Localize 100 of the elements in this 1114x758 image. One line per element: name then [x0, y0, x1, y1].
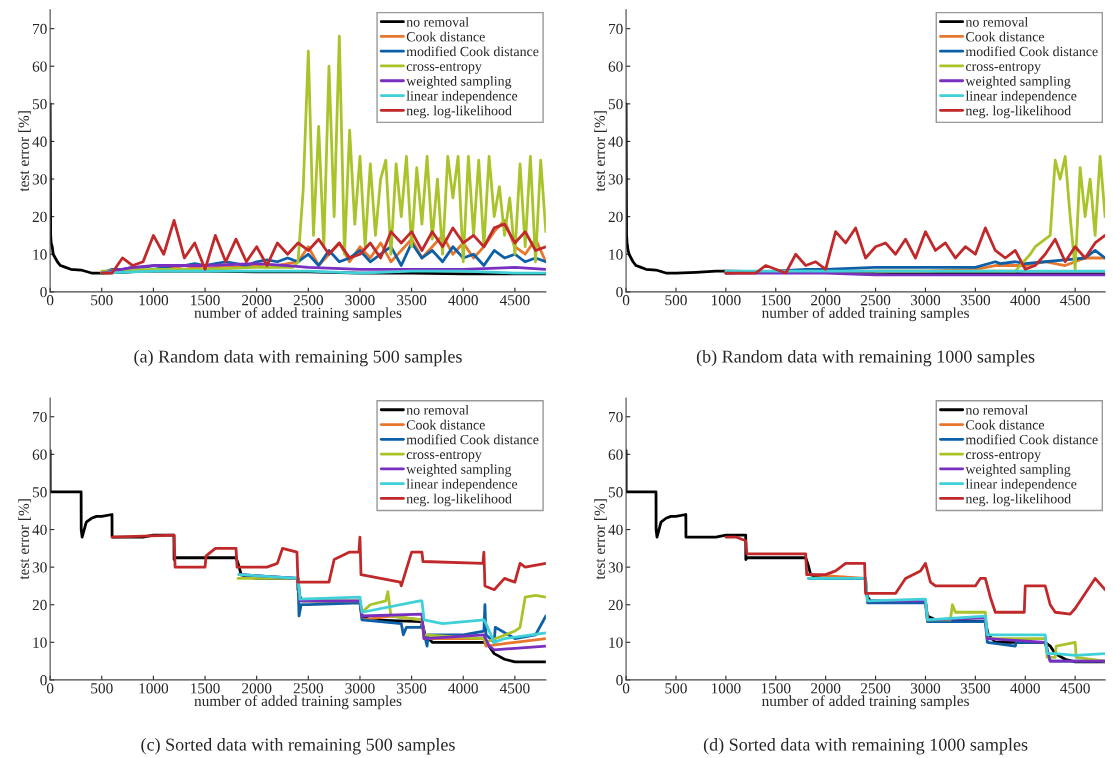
legend-label: neg. log-likelihood [965, 105, 1071, 119]
x-tick-label: 3000 [910, 295, 941, 306]
x-tick-label: 1500 [191, 683, 220, 694]
y-tick-label: 50 [608, 98, 623, 110]
text: (a) Random data with remaining 500 samples [134, 349, 462, 367]
legend-label: neg. log-likelihood [406, 105, 512, 119]
legend-label: weighted sampling [965, 75, 1071, 89]
y-tick-label: 30 [608, 174, 623, 185]
x-tick-label: 500 [91, 683, 113, 694]
y-tick-label: 70 [609, 411, 623, 423]
y-tick-label: 10 [609, 249, 623, 260]
y-axis-title: test error [%] [18, 499, 31, 580]
legend-label: modified Cook distance [406, 434, 539, 445]
y-tick-label: 10 [609, 637, 623, 648]
x-tick-label: 500 [665, 295, 687, 306]
y-tick-label: 60 [32, 449, 47, 460]
y-axis-title: test error [%] [594, 499, 607, 580]
x-tick-label: 2000 [811, 683, 841, 694]
y-tick-label: 60 [608, 61, 623, 72]
y-tick-label: 40 [608, 136, 623, 147]
legend-label: linear independence [406, 90, 518, 104]
x-tick-label: 4000 [1010, 295, 1040, 306]
x-tick-label: 1000 [711, 683, 741, 694]
y-tick-label: 50 [32, 98, 47, 110]
y-tick-label: 20 [608, 211, 623, 223]
legend-label: linear independence [965, 90, 1077, 104]
text: (d) Sorted data with remaining 1000 samples [703, 738, 1028, 755]
y-tick-label: 20 [608, 599, 623, 611]
y-tick-label: 0 [40, 675, 47, 686]
y-tick-label: 50 [32, 487, 47, 498]
x-tick-label: 3500 [960, 683, 991, 694]
legend-label: no removal [406, 404, 469, 415]
legend-label: no removal [965, 404, 1029, 415]
legend-label: weighted sampling [406, 464, 512, 477]
legend-label: weighted sampling [965, 464, 1071, 477]
y-tick-label: 30 [608, 562, 623, 573]
x-tick-label: 4000 [1010, 683, 1040, 694]
x-tick-label: 1500 [761, 683, 791, 694]
legend-label: neg. log-likelihood [965, 493, 1071, 507]
x-tick-label: 1000 [139, 683, 169, 694]
x-axis-title: number of added training samples [194, 307, 402, 322]
y-tick-label: 0 [616, 286, 623, 298]
x-tick-label: 1000 [711, 295, 741, 306]
x-tick-label: 500 [665, 683, 687, 694]
x-tick-label: 1000 [139, 295, 169, 306]
y-tick-label: 30 [32, 562, 47, 573]
x-tick-label: 2500 [293, 683, 324, 694]
x-tick-label: 4000 [448, 683, 478, 694]
x-tick-label: 4500 [1060, 295, 1090, 306]
legend-label: no removal [965, 16, 1029, 27]
y-tick-label: 20 [32, 211, 47, 223]
y-axis-title: test error [%] [594, 111, 607, 192]
legend-label: linear independence [965, 478, 1077, 492]
y-tick-label: 10 [33, 249, 47, 260]
x-tick-label: 2000 [242, 683, 272, 694]
legend-label: cross-entropy [406, 451, 482, 462]
legend-label: modified Cook distance [965, 434, 1098, 445]
x-tick-label: 3500 [397, 683, 427, 694]
x-tick-label: 2500 [860, 295, 891, 306]
x-tick-label: 1500 [761, 295, 791, 306]
x-tick-label: 3500 [960, 295, 991, 306]
legend-label: cross-entropy [965, 451, 1041, 462]
x-tick-label: 3000 [345, 295, 375, 306]
y-tick-label: 20 [32, 599, 47, 611]
y-tick-label: 70 [33, 23, 47, 35]
y-tick-label: 60 [32, 61, 47, 72]
y-tick-label: 50 [608, 487, 623, 498]
text: (c) Sorted data with remaining 500 samples [141, 738, 455, 755]
x-tick-label: 2500 [860, 683, 891, 694]
x-tick-label: 1500 [191, 295, 220, 306]
legend-label: Cook distance [966, 31, 1045, 42]
legend-label: Cook distance [406, 31, 485, 42]
y-tick-label: 0 [616, 675, 623, 686]
x-tick-label: 3000 [345, 683, 375, 694]
x-tick-label: 3000 [910, 683, 941, 694]
x-tick-label: 2000 [242, 295, 272, 306]
y-tick-label: 30 [32, 174, 47, 185]
y-tick-label: 10 [33, 637, 47, 648]
legend-label: weighted sampling [406, 75, 512, 89]
legend-label: cross-entropy [965, 62, 1041, 74]
x-axis-title: number of added training samples [761, 307, 969, 322]
text: (b) Random data with remaining 1000 samples [696, 349, 1035, 367]
legend-label: neg. log-likelihood [406, 493, 512, 507]
legend-label: Cook distance [406, 419, 485, 430]
x-tick-label: 4500 [499, 683, 530, 694]
y-tick-label: 70 [33, 411, 47, 423]
x-tick-label: 2500 [293, 295, 324, 306]
y-tick-label: 40 [32, 136, 47, 147]
y-tick-label: 0 [40, 286, 47, 298]
legend-label: modified Cook distance [965, 46, 1098, 57]
x-tick-label: 3500 [397, 295, 427, 306]
x-tick-label: 500 [91, 295, 113, 306]
x-tick-label: 4000 [448, 295, 478, 306]
legend-label: Cook distance [966, 419, 1045, 430]
x-axis-title: number of added training samples [194, 695, 402, 710]
legend-label: modified Cook distance [406, 46, 539, 57]
x-tick-label: 4500 [1060, 683, 1090, 694]
y-tick-label: 60 [608, 449, 623, 460]
y-axis-title: test error [%] [18, 111, 31, 192]
legend-label: linear independence [406, 478, 518, 492]
